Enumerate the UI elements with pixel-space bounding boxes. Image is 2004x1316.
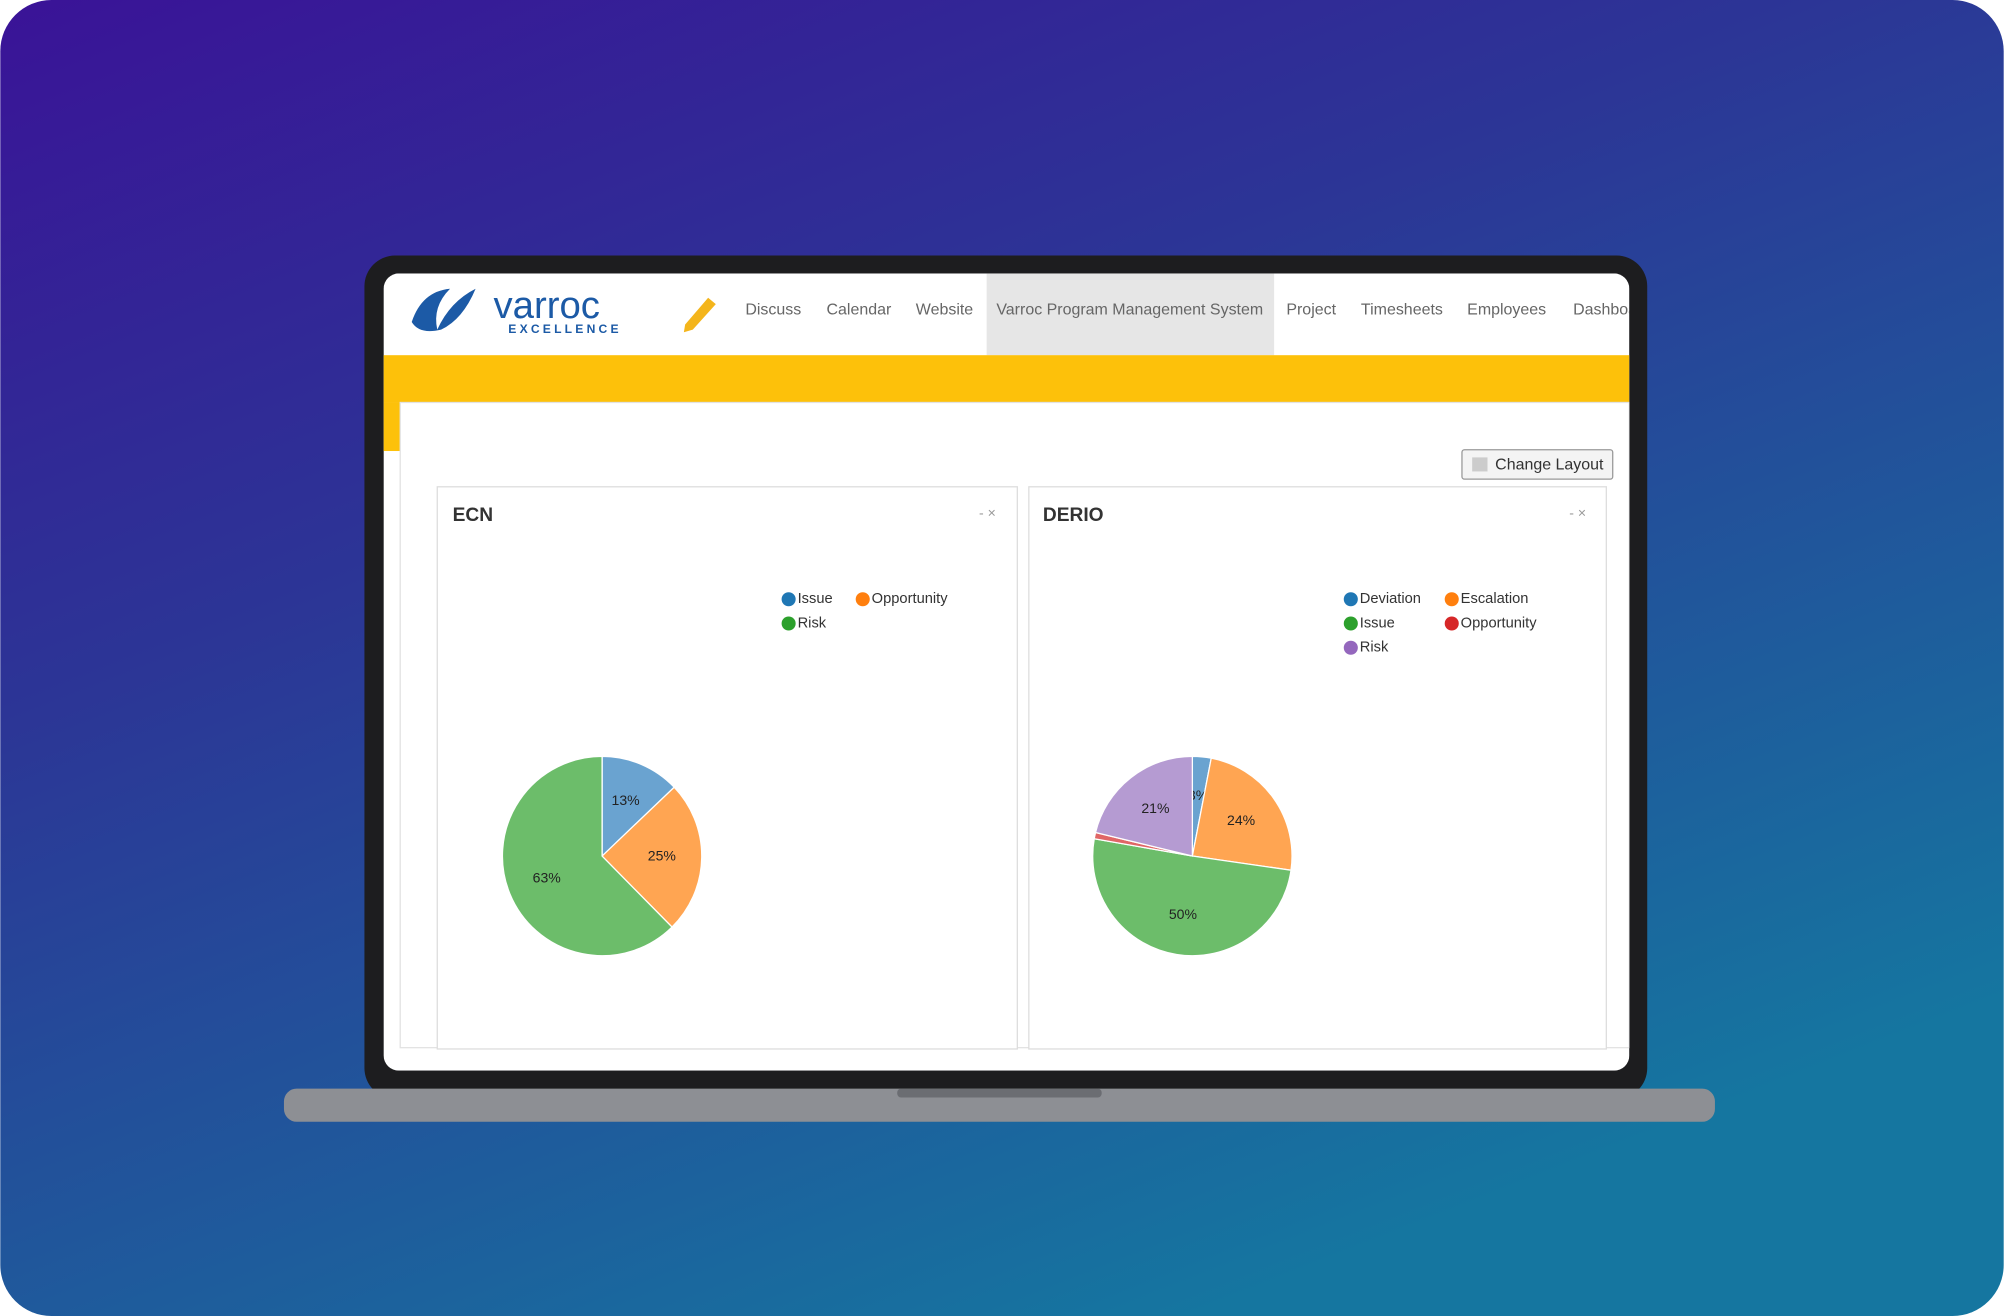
legend-swatch <box>855 592 870 607</box>
yellow-strip <box>383 402 401 452</box>
pie-slice <box>1092 837 1292 957</box>
legend-label[interactable]: Issue <box>1360 615 1395 631</box>
legend-swatch <box>1343 640 1358 655</box>
nav-item[interactable]: Website <box>916 302 974 319</box>
panel-controls[interactable]: - × <box>1569 504 1586 520</box>
data-label: 25% <box>648 848 676 864</box>
nav-item[interactable]: Calendar <box>826 302 891 319</box>
panel-title: DERIO <box>1043 505 1104 526</box>
legend-label[interactable]: Risk <box>1360 640 1389 656</box>
nav-item[interactable]: Project <box>1286 302 1336 319</box>
yellow-band <box>383 355 1630 403</box>
nav-item[interactable]: Discuss <box>745 302 801 319</box>
legend-swatch <box>1444 616 1459 631</box>
legend-swatch <box>781 616 796 631</box>
pie-slice <box>601 755 676 858</box>
laptop-base <box>283 1088 1715 1122</box>
data-label: 50% <box>1169 906 1197 922</box>
data-label: 24% <box>1227 812 1255 828</box>
legend-swatch <box>781 592 796 607</box>
button-label[interactable]: Change Layout <box>1495 456 1604 473</box>
nav-item[interactable]: Employees <box>1467 302 1546 319</box>
panel <box>1028 486 1607 1050</box>
legend-label[interactable]: Escalation <box>1461 591 1529 607</box>
logo-mark <box>411 288 476 332</box>
data-label: 63% <box>533 869 561 885</box>
panel-controls[interactable]: - × <box>979 504 996 520</box>
nav-active <box>986 273 1275 356</box>
brand: varroc <box>493 284 600 327</box>
pie-slice <box>1191 757 1293 871</box>
legend-swatch <box>1444 592 1459 607</box>
nav-item[interactable]: Varroc Program Management System <box>996 302 1263 319</box>
pie-slice <box>501 755 673 957</box>
legend-label[interactable]: Issue <box>798 591 833 607</box>
legend-label[interactable]: Opportunity <box>872 591 949 607</box>
data-label: 21% <box>1141 800 1169 816</box>
legend-swatch <box>1343 616 1358 631</box>
screen: varroc EXCELLENCE Discuss Calendar Website… <box>383 273 1651 1071</box>
laptop-notch <box>897 1088 1102 1098</box>
edit-icon[interactable] <box>683 297 716 333</box>
data-label: 13% <box>612 792 640 808</box>
panel-title: ECN <box>453 505 493 526</box>
legend-swatch <box>1343 592 1358 607</box>
pie-slice <box>601 786 703 928</box>
legend-label[interactable]: Opportunity <box>1461 615 1538 631</box>
panel <box>436 486 1018 1050</box>
legend-label[interactable]: Deviation <box>1360 591 1421 607</box>
change-layout-button[interactable] <box>1461 449 1614 480</box>
legend-label[interactable]: Risk <box>798 615 827 631</box>
pie-slice <box>1094 755 1194 857</box>
tagline: EXCELLENCE <box>508 322 621 336</box>
nav-item[interactable]: Timesheets <box>1361 302 1443 319</box>
button-icon <box>1472 457 1488 472</box>
nav-item[interactable]: Dashboard <box>1573 302 1651 319</box>
